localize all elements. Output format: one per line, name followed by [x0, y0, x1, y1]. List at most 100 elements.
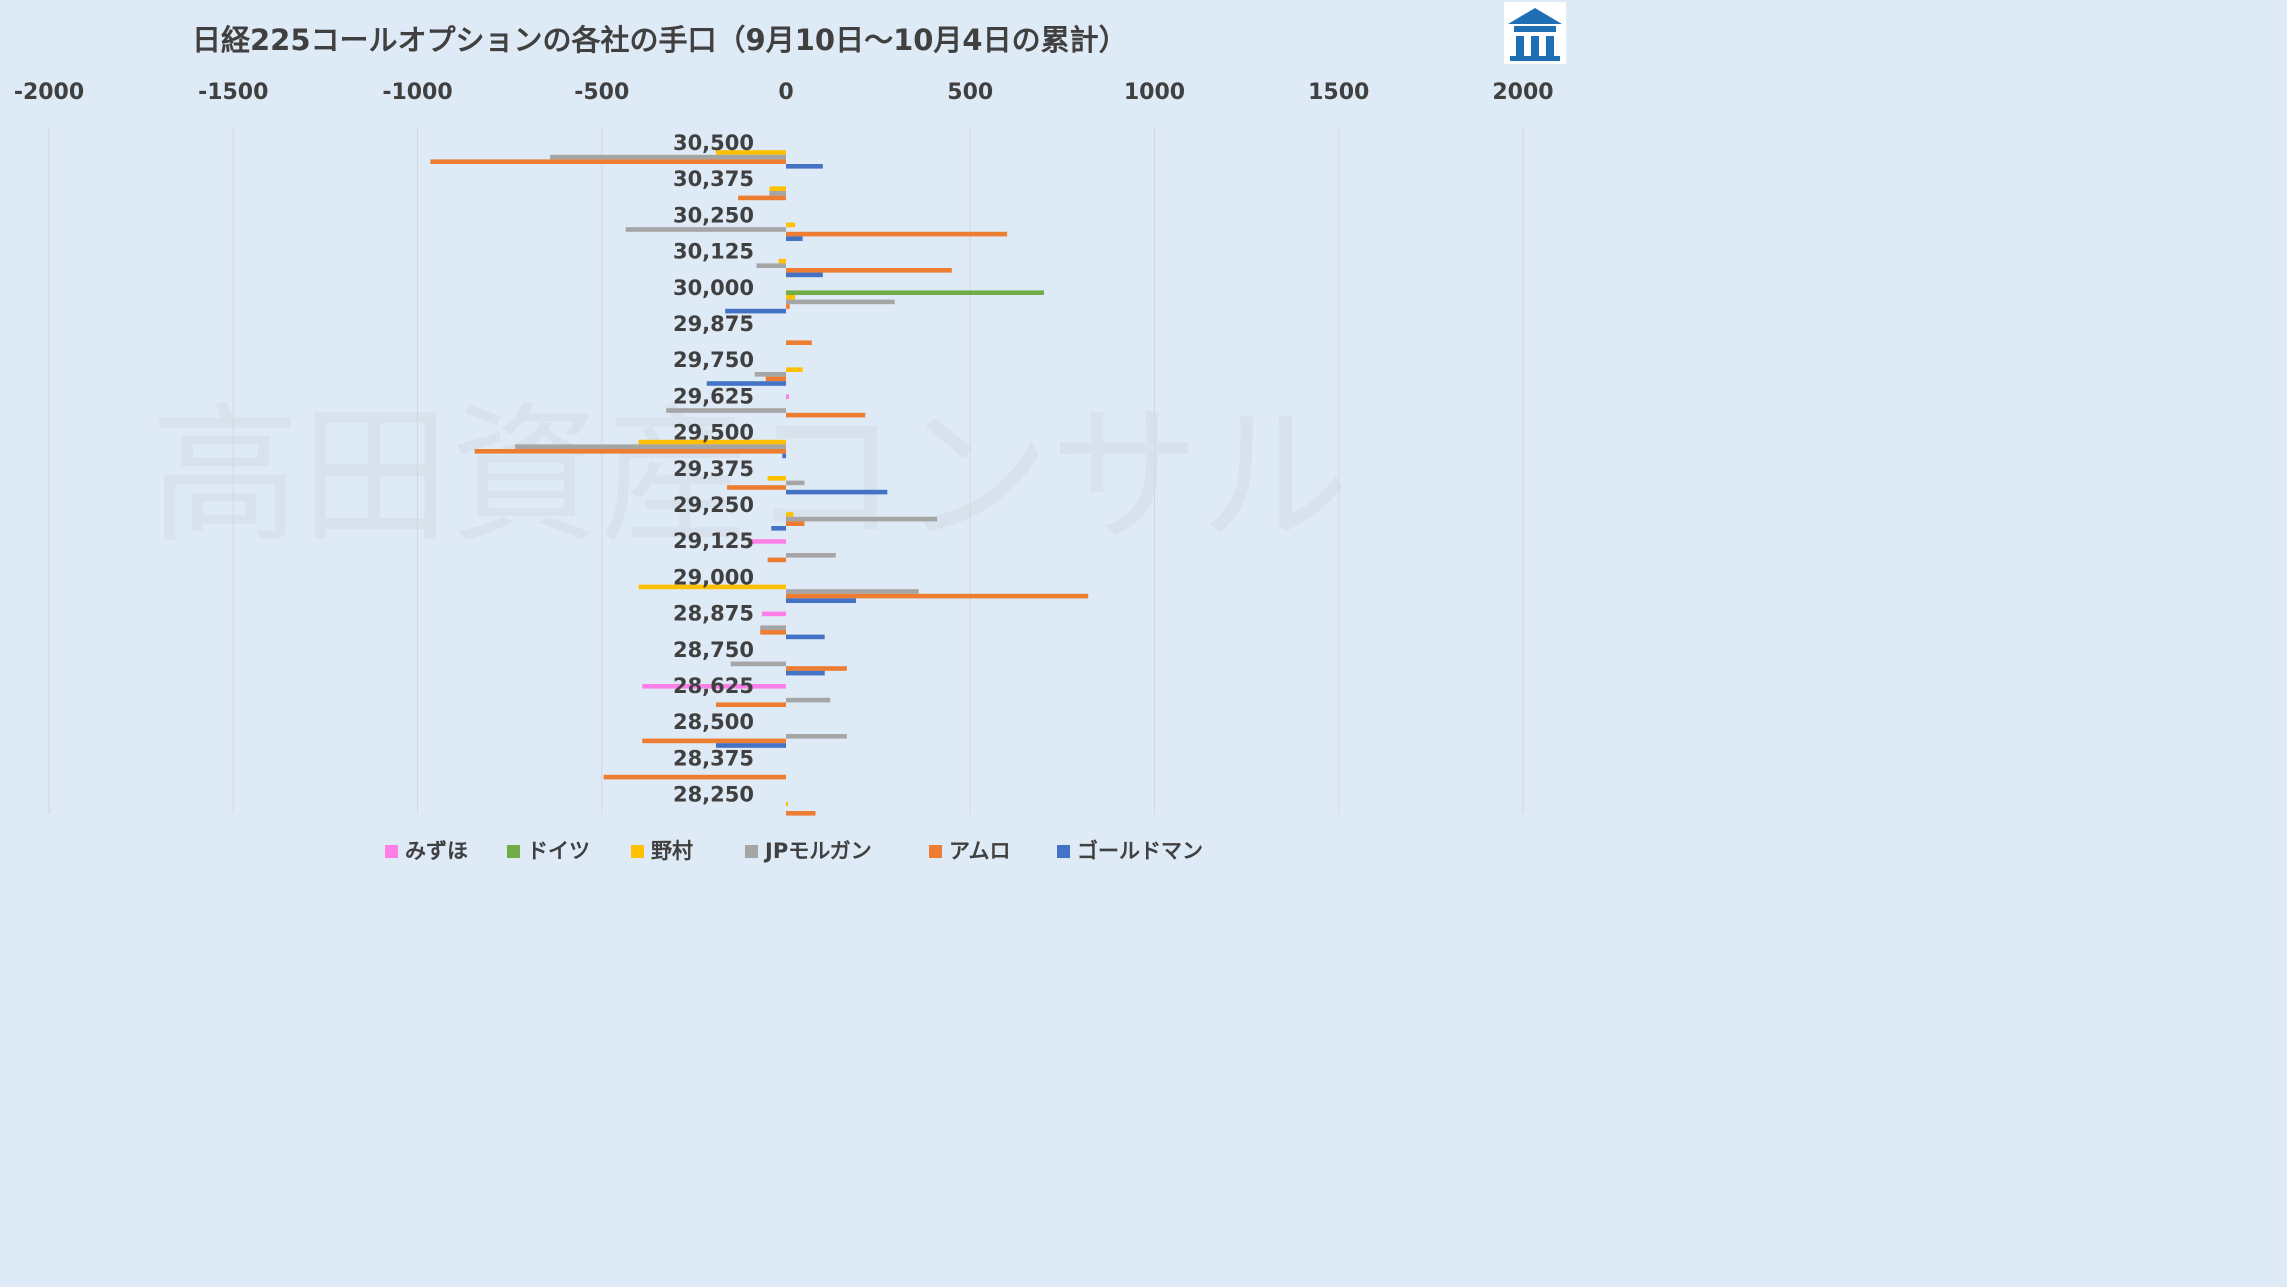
x-tick-label: 2000 [1492, 80, 1553, 105]
bar [786, 811, 816, 816]
legend-swatch [745, 845, 758, 858]
y-tick-label: 30,000 [673, 276, 754, 300]
legend-swatch [1057, 845, 1070, 858]
y-tick-label: 30,375 [673, 167, 754, 191]
bar [786, 222, 796, 228]
bar [782, 453, 786, 459]
bar [786, 299, 895, 305]
bar [786, 593, 1089, 599]
y-tick-label: 28,500 [673, 710, 754, 734]
x-tick-label: -500 [574, 80, 629, 105]
chart-title: 日経225コールオプションの各社の手口（9月10日～10月4日の累計） [192, 23, 1128, 57]
legend-label: アムロ [949, 839, 1011, 863]
legend-label: 野村 [651, 839, 693, 863]
y-tick-label: 30,125 [673, 240, 754, 264]
bar [638, 584, 786, 590]
legend: みずほ ドイツ 野村 JPモルガン アムロ ゴールドマン [385, 839, 1203, 863]
bar [642, 738, 786, 744]
bar [786, 634, 825, 640]
x-tick-label: -1500 [198, 80, 268, 105]
y-axis: 30,500 30,375 30,250 30,125 30,000 29,875 29,7… [673, 131, 754, 807]
legend-swatch [385, 845, 398, 858]
x-tick-label: 0 [778, 80, 793, 105]
y-tick-label: 29,875 [673, 312, 754, 336]
y-tick-label: 30,500 [673, 131, 754, 155]
bar [666, 408, 786, 413]
bar [727, 485, 786, 490]
x-tick-label: 1500 [1308, 80, 1369, 105]
bar [786, 164, 823, 169]
bar [786, 272, 823, 278]
y-tick-label: 29,375 [673, 457, 754, 481]
bar [786, 480, 805, 486]
bar [786, 670, 825, 676]
bar [738, 195, 786, 201]
bar [786, 290, 1044, 295]
y-tick-label: 28,875 [673, 602, 754, 626]
bar [706, 381, 786, 386]
bar [786, 394, 789, 399]
bar [786, 521, 805, 526]
bar [786, 295, 796, 300]
y-tick-label: 29,125 [673, 529, 754, 553]
bar [725, 308, 786, 314]
bar [786, 367, 803, 372]
y-tick-label: 29,000 [673, 565, 754, 589]
legend-label: みずほ [405, 839, 468, 863]
legend-label: JPモルガン [763, 839, 872, 863]
bar [474, 449, 786, 454]
bar [754, 372, 786, 377]
bar [730, 661, 786, 667]
x-tick-label: 500 [947, 80, 993, 105]
y-tick-label: 28,750 [673, 638, 754, 662]
bar [760, 630, 786, 635]
y-tick-label: 29,250 [673, 493, 754, 517]
bar [603, 774, 786, 780]
bar [767, 476, 786, 481]
y-tick-label: 28,625 [673, 674, 754, 698]
y-tick-label: 30,250 [673, 203, 754, 227]
bar [756, 263, 786, 268]
x-axis: -2000 -1500 -1000 -500 0 500 1000 1500 2000 [14, 80, 1554, 105]
x-tick-label: -2000 [14, 80, 84, 105]
legend-label: ゴールドマン [1077, 839, 1203, 863]
bar [786, 412, 866, 418]
y-tick-label: 28,375 [673, 746, 754, 770]
bars [430, 150, 1089, 816]
bar [786, 304, 790, 309]
bar [786, 734, 847, 739]
logo-icon [1504, 2, 1566, 64]
bar [642, 684, 786, 689]
bar [769, 186, 786, 191]
legend-swatch [631, 845, 644, 858]
bar [625, 227, 786, 232]
bar [715, 743, 786, 748]
x-tick-label: 1000 [1124, 80, 1185, 105]
legend-swatch [929, 845, 942, 858]
bar [715, 150, 786, 155]
bar [760, 625, 786, 630]
gridlines [48, 128, 1524, 814]
bar [765, 376, 786, 382]
bar [786, 553, 836, 558]
legend-swatch [507, 845, 520, 858]
bar [762, 611, 786, 617]
bar [750, 539, 786, 544]
chart: 高田資産コンサル 日経225コールオプションの各社の手口（9月10日～10月4日… [14, 2, 1566, 863]
bar [786, 268, 952, 273]
bar [786, 801, 788, 807]
y-tick-label: 29,750 [673, 348, 754, 372]
bar [767, 557, 786, 563]
bar [715, 702, 786, 707]
bar [786, 516, 938, 522]
bar [786, 512, 794, 517]
bar [786, 666, 847, 671]
bar [638, 439, 786, 445]
bar [769, 191, 786, 196]
bar [786, 598, 857, 603]
bar [786, 236, 803, 241]
bar [550, 154, 786, 160]
legend-label: ドイツ [527, 839, 590, 863]
bar [786, 489, 888, 495]
y-tick-label: 28,250 [673, 783, 754, 807]
